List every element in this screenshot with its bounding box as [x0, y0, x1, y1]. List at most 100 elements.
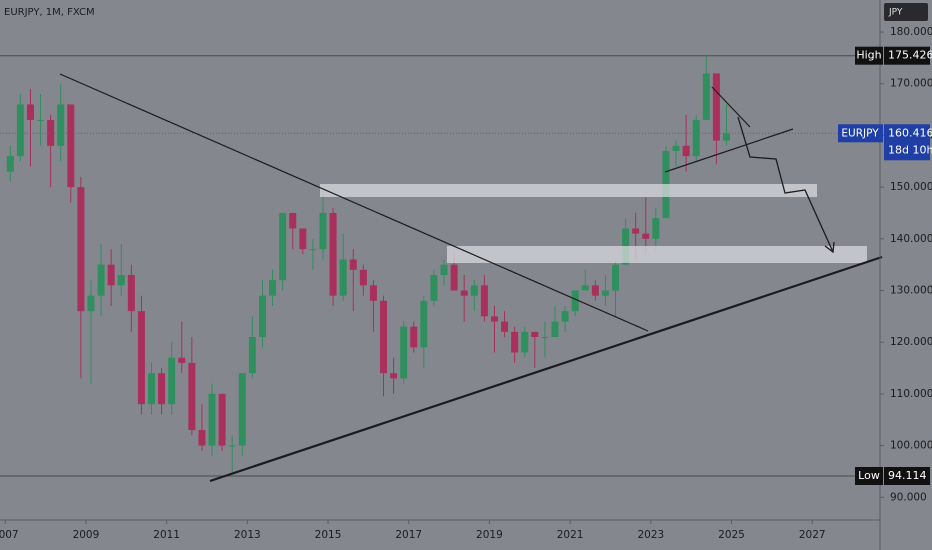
zone: [320, 184, 817, 197]
candle-body: [420, 300, 428, 348]
candle-body: [299, 228, 307, 250]
candle-body: [198, 430, 206, 446]
trendline: [711, 86, 751, 128]
y-tick-label: 180.000: [890, 26, 932, 38]
candle-body: [6, 156, 14, 172]
arrow-head: [824, 241, 835, 254]
candle-body: [87, 295, 95, 312]
grid: [0, 55, 880, 477]
candles: [6, 55, 730, 476]
candle-body: [137, 311, 145, 405]
candle-body: [480, 285, 488, 317]
y-tick-label: 140.000: [890, 233, 932, 245]
candle-body: [107, 264, 115, 286]
candle-body: [400, 326, 408, 379]
zone: [447, 246, 867, 263]
axes: 90.000 100.000 110.000 120.000 130.000 140.00…: [0, 26, 932, 541]
y-tick-label: 110.000: [890, 388, 932, 400]
candle-body: [521, 331, 529, 353]
candle-body: [16, 104, 24, 157]
currency-box: [884, 3, 928, 21]
candle-body: [228, 445, 236, 447]
y-tick-label: 150.000: [890, 181, 932, 193]
candle-body: [359, 269, 367, 286]
candle-body: [390, 373, 398, 379]
candle-body: [591, 285, 599, 296]
candle-body: [450, 264, 458, 291]
candle-body: [470, 285, 478, 296]
y-tick-label: 120.000: [890, 336, 932, 348]
trendline: [209, 255, 883, 483]
x-tick-label: 2017: [395, 529, 422, 541]
currency: JPY: [888, 8, 903, 18]
candle-body: [581, 285, 589, 291]
projection-arrow: [737, 116, 834, 253]
candle-body: [67, 104, 75, 188]
candle-body: [319, 212, 327, 250]
candle-body: [702, 73, 710, 120]
symbol-box: [838, 124, 883, 143]
candle-body: [561, 311, 569, 322]
x-tick-label: 2009: [73, 529, 100, 541]
countdown: 18d 10h: [888, 143, 932, 156]
candle-body: [218, 393, 226, 446]
candle-body: [440, 264, 448, 275]
candle-body: [652, 218, 660, 239]
last-price-box: [884, 124, 930, 161]
candle-body: [168, 357, 176, 405]
candle-body: [289, 212, 297, 229]
candle-body: [632, 228, 640, 234]
marker-label: High: [856, 49, 881, 62]
x-tick-label: 2019: [476, 529, 503, 541]
candle-body: [722, 133, 730, 141]
candle-body: [369, 285, 377, 301]
candle-body: [279, 212, 287, 281]
symbol: EURJPY: [841, 127, 879, 139]
candle-body: [258, 295, 266, 338]
candle-body: [692, 119, 700, 157]
drawings: [59, 73, 883, 483]
marker-value-box: [884, 46, 930, 65]
candle-body: [541, 337, 549, 339]
candle-body: [349, 259, 357, 270]
x-tick-label: 2021: [557, 529, 584, 541]
candle-body: [77, 187, 85, 312]
y-tick-label: 170.000: [890, 78, 932, 90]
candle-body: [339, 259, 347, 296]
candle-body: [551, 321, 559, 338]
candle-body: [601, 290, 609, 296]
candle-body: [188, 362, 196, 431]
chart-title: EURJPY, 1M, FXCM: [4, 7, 95, 18]
candle-body: [127, 274, 135, 312]
x-tick-label: 2023: [637, 529, 664, 541]
marker-label-box: [855, 46, 883, 65]
candle-body: [682, 145, 690, 157]
x-tick-label: 2011: [153, 529, 180, 541]
candle-body: [642, 233, 650, 239]
candle-body: [380, 300, 388, 374]
candle-body: [238, 373, 246, 446]
candle-body: [531, 331, 539, 338]
trendline: [59, 73, 649, 332]
candle-body: [501, 321, 509, 332]
marker-label: Low: [858, 469, 880, 482]
marker-value: 94.114: [888, 469, 927, 482]
marker-label-box: [855, 466, 883, 485]
candle-body: [117, 274, 125, 286]
x-tick-label: 2027: [799, 529, 826, 541]
candle-body: [309, 249, 317, 251]
candle-body: [329, 212, 337, 296]
candle-body: [37, 119, 45, 121]
candle-body: [712, 73, 720, 141]
candle-body: [97, 264, 105, 296]
candle-body: [511, 331, 519, 353]
candle-body: [612, 264, 620, 291]
trendline: [664, 128, 794, 173]
marker-value-box: [884, 466, 930, 485]
candle-body: [571, 290, 579, 312]
x-tick-label: 2007: [0, 529, 19, 541]
candle-body: [178, 357, 186, 363]
last-price: 160.416: [888, 126, 932, 139]
